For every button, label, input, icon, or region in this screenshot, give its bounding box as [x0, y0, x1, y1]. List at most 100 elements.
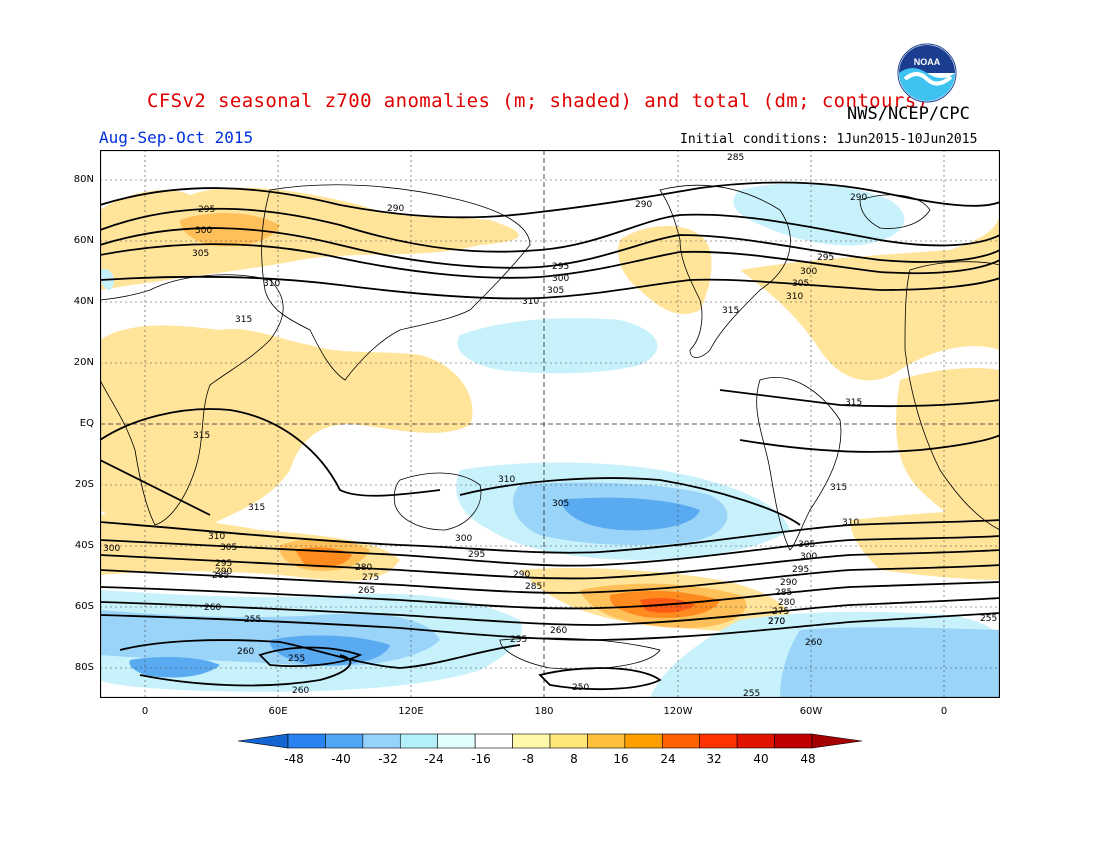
- colorbar-tick: -40: [331, 752, 351, 766]
- contour-label: 280: [355, 563, 372, 573]
- lat-label: EQ: [79, 418, 94, 429]
- contour-label: 280: [778, 598, 795, 608]
- contour-label: 300: [103, 544, 120, 554]
- lat-label: 60N: [73, 235, 94, 246]
- contour-label: 260: [550, 626, 567, 636]
- contour-label: 260: [204, 603, 221, 613]
- colorbar-segment: [287, 733, 326, 749]
- colorbar-tick: -8: [522, 752, 534, 766]
- colorbar-tick: 16: [613, 752, 629, 766]
- agency-label: NWS/NCEP/CPC: [847, 104, 970, 124]
- colorbar-segment: [736, 733, 775, 749]
- lon-label: 120E: [398, 706, 424, 717]
- contour-label: 285: [212, 571, 229, 581]
- contour-label: 255: [743, 689, 760, 698]
- contour-label: 255: [980, 614, 997, 624]
- contour-labels: 285 290 290 290 295 300 305 310 315 295 …: [103, 153, 997, 698]
- contour-label: 260: [237, 647, 254, 657]
- colorbar-segment: [399, 733, 439, 749]
- map-title: CFSv2 seasonal z700 anomalies (m; shaded…: [147, 90, 929, 112]
- colorbar-tick: 24: [660, 752, 676, 766]
- colorbar-tick: -32: [378, 752, 398, 766]
- season-label: Aug-Sep-Oct 2015: [99, 128, 254, 147]
- noaa-logo-icon: NOAA: [897, 43, 957, 103]
- colorbar-segment: [437, 733, 476, 749]
- contour-label: 290: [387, 204, 404, 214]
- contour-label: 305: [220, 543, 237, 553]
- colorbar-segment: [699, 733, 738, 749]
- contour-label: 300: [800, 552, 817, 562]
- contour-label: 255: [510, 635, 527, 645]
- anomaly-map: 285 290 290 290 295 300 305 310 315 295 …: [100, 150, 1000, 698]
- contour-label: 250: [572, 683, 589, 693]
- lat-label: 40S: [74, 540, 94, 551]
- colorbar-segment: [774, 733, 813, 749]
- contour-label: 295: [552, 262, 569, 272]
- contour-label: 310: [208, 532, 225, 542]
- contour-label: 315: [248, 503, 265, 513]
- contour-label: 305: [792, 279, 809, 289]
- colorbar-segment: [587, 733, 626, 749]
- colorbar-arrow-low: [238, 733, 289, 749]
- contour-label: 290: [215, 567, 232, 577]
- lat-label: 80S: [74, 662, 94, 673]
- lat-label: 60S: [74, 601, 94, 612]
- coastlines: [100, 184, 1000, 670]
- colorbar-arrow-high: [811, 733, 862, 749]
- colorbar-segment: [624, 733, 663, 749]
- anomaly-colorbar: [238, 733, 862, 749]
- lat-label: 20S: [74, 479, 94, 490]
- contour-label: 295: [817, 253, 834, 263]
- colorbar-tick: -16: [471, 752, 491, 766]
- contour-label: 285: [525, 582, 542, 592]
- contour-label: 295: [792, 565, 809, 575]
- svg-text:NOAA: NOAA: [914, 57, 941, 67]
- colorbar-tick: -48: [284, 752, 304, 766]
- contour-label: 310: [498, 475, 515, 485]
- contour-label: 305: [547, 286, 564, 296]
- contour-label: 275: [362, 573, 379, 583]
- contour-label: 290: [780, 578, 797, 588]
- contour-label: 300: [800, 267, 817, 277]
- colorbar-segment: [661, 733, 701, 749]
- contour-label: 305: [798, 540, 815, 550]
- height-contours: [100, 181, 1000, 691]
- lat-label: 40N: [73, 296, 94, 307]
- contour-label: 285: [727, 153, 744, 163]
- lon-label: 0: [940, 706, 948, 717]
- colorbar-tick: -24: [424, 752, 444, 766]
- contour-label: 315: [845, 398, 862, 408]
- contour-label: 275: [772, 607, 789, 617]
- contour-label: 300: [195, 226, 212, 236]
- contour-label: 290: [635, 200, 652, 210]
- colorbar-tick: 48: [800, 752, 816, 766]
- contour-label: 295: [215, 559, 232, 569]
- colorbar-segment: [549, 733, 588, 749]
- contour-label: 315: [235, 315, 252, 325]
- contour-label: 290: [850, 193, 867, 203]
- contour-label: 290: [513, 570, 530, 580]
- map-frame: [100, 150, 1000, 698]
- contour-label: 315: [193, 431, 210, 441]
- colorbar-segment: [474, 733, 513, 749]
- contour-label: 300: [552, 274, 569, 284]
- contour-label: 285: [775, 588, 792, 598]
- contour-label: 270: [768, 617, 785, 627]
- contour-label: 315: [722, 306, 739, 316]
- lon-label: 0: [141, 706, 149, 717]
- contour-label: 255: [288, 654, 305, 664]
- initial-conditions-label: Initial conditions: 1Jun2015-10Jun2015: [680, 132, 978, 147]
- strong-negative-anomaly-shading: [129, 497, 700, 678]
- contour-label: 260: [805, 638, 822, 648]
- lon-label: 180: [534, 706, 554, 717]
- contour-label: 260: [292, 686, 309, 696]
- contour-label: 310: [842, 518, 859, 528]
- reference-lines: [100, 150, 1000, 698]
- colorbar-segment: [325, 733, 364, 749]
- contour-label: 315: [830, 483, 847, 493]
- colorbar-tick: 32: [706, 752, 722, 766]
- contour-label: 310: [263, 279, 280, 289]
- lat-label: 80N: [73, 174, 94, 185]
- contour-label: 305: [192, 249, 209, 259]
- contour-label: 265: [358, 586, 375, 596]
